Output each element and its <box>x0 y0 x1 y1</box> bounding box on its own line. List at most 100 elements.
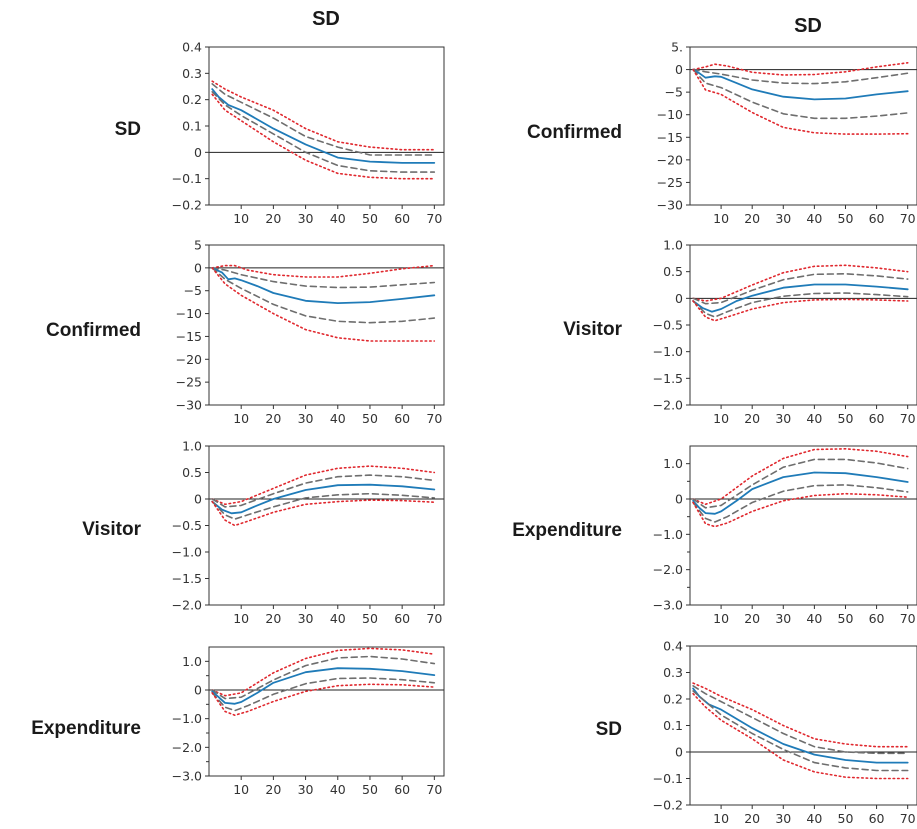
panel-sd-to-expenditure: 1.0 0 −1.0 −2.0 −3.0 10 20 30 40 50 60 70 <box>172 646 445 797</box>
inner-band-line <box>692 690 909 772</box>
y-tick-label: −30 <box>176 398 202 413</box>
outer-band-line <box>692 692 909 780</box>
median-response-line <box>211 667 436 705</box>
y-tick-label: 0 <box>675 291 683 306</box>
row-label-right-2: Visitor <box>563 319 622 340</box>
x-tick-label: 70 <box>900 411 916 426</box>
row-label-left-2: Confirmed <box>46 320 141 341</box>
x-tick-label: 70 <box>426 211 442 226</box>
plot-frame <box>689 46 917 206</box>
inner-band-line <box>211 474 436 508</box>
outer-band-line <box>692 298 909 322</box>
inner-band-line <box>211 83 436 156</box>
x-tick-label: 10 <box>713 611 729 626</box>
plot-frame <box>208 244 445 406</box>
x-tick-label: 50 <box>362 611 378 626</box>
outer-band-line <box>211 264 436 278</box>
outer-band-line <box>692 264 909 302</box>
x-tick-label: 70 <box>900 611 916 626</box>
y-tick-label: −2.0 <box>172 740 202 755</box>
y-tick-label: −0.1 <box>653 771 683 786</box>
x-tick-label: 60 <box>394 611 410 626</box>
x-tick-label: 50 <box>838 411 854 426</box>
inner-band-line <box>211 267 436 289</box>
panel-right-expenditure: 1.0 0 −1.0 −2.0 −3.0 10 20 30 40 50 60 70 <box>653 445 917 626</box>
outer-band-line <box>211 267 436 342</box>
y-tick-label: −1.5 <box>172 571 202 586</box>
y-tick-label: 0.3 <box>182 66 202 81</box>
panel-right-confirmed: 5. 0 −5 −10 −15 −20 −25 −30 10 20 30 40 50 60 70 <box>657 40 917 226</box>
median-response-line <box>692 687 909 764</box>
y-tick-label: 0 <box>675 492 683 507</box>
y-tick-label: −2.0 <box>653 562 683 577</box>
x-tick-label: 30 <box>298 211 314 226</box>
y-tick-label: −5 <box>184 283 202 298</box>
x-tick-label: 70 <box>426 782 442 797</box>
x-tick-label: 70 <box>426 411 442 426</box>
outer-band-line <box>211 80 436 151</box>
y-tick-label: −1.0 <box>653 527 683 542</box>
x-tick-label: 20 <box>265 411 281 426</box>
x-tick-label: 30 <box>298 411 314 426</box>
inner-band-line <box>692 292 909 318</box>
y-tick-label: −0.2 <box>172 198 202 213</box>
x-tick-label: 50 <box>838 811 854 826</box>
plot-frame <box>689 244 917 406</box>
y-tick-label: 0 <box>194 145 202 160</box>
y-tick-label: 0.5 <box>182 465 202 480</box>
row-label-right-4: SD <box>596 719 622 740</box>
x-tick-label: 10 <box>713 811 729 826</box>
x-tick-label: 60 <box>394 782 410 797</box>
outer-band-line <box>211 465 436 506</box>
inner-band-line <box>211 267 436 324</box>
plot-frame <box>208 646 445 777</box>
y-tick-label: −15 <box>657 130 683 145</box>
x-tick-label: 20 <box>744 811 760 826</box>
outer-band-line <box>211 93 436 180</box>
x-tick-label: 40 <box>806 811 822 826</box>
inner-band-line <box>211 677 436 712</box>
x-tick-label: 40 <box>330 782 346 797</box>
panel-sd-to-visitor: 1.0 0.5 0 −0.5 −1.0 −1.5 −2.0 10 20 30 40 50 60 70 <box>172 439 445 626</box>
x-tick-label: 50 <box>362 782 378 797</box>
y-tick-label: −0.2 <box>653 798 683 813</box>
y-tick-label: −3.0 <box>653 598 683 613</box>
x-tick-label: 40 <box>330 211 346 226</box>
panel-right-sd: 0.4 0.3 0.2 0.1 0 −0.1 −0.2 10 20 30 40 50 60 70 <box>653 639 917 826</box>
x-tick-label: 10 <box>233 611 249 626</box>
x-tick-label: 30 <box>775 211 791 226</box>
plot-frame <box>689 645 917 806</box>
y-tick-label: 0 <box>194 683 202 698</box>
x-tick-label: 50 <box>838 611 854 626</box>
y-tick-label: −5 <box>665 85 683 100</box>
y-tick-label: 0.5 <box>663 264 683 279</box>
y-tick-label: −3.0 <box>172 769 202 784</box>
median-response-line <box>211 88 436 164</box>
y-tick-label: 0 <box>194 260 202 275</box>
median-response-line <box>211 483 436 515</box>
inner-band-line <box>692 484 909 523</box>
median-response-line <box>211 267 436 304</box>
x-tick-label: 60 <box>394 411 410 426</box>
plot-frame <box>208 46 445 206</box>
x-tick-label: 30 <box>775 611 791 626</box>
y-tick-label: 0.3 <box>663 665 683 680</box>
y-tick-label: 0.2 <box>663 692 683 707</box>
x-tick-label: 60 <box>869 811 885 826</box>
y-tick-label: −20 <box>176 352 202 367</box>
plot-frame <box>689 445 917 606</box>
column-title-left: SD <box>312 8 340 30</box>
y-tick-label: 0 <box>194 492 202 507</box>
x-tick-label: 60 <box>869 611 885 626</box>
x-tick-label: 60 <box>869 411 885 426</box>
x-tick-label: 30 <box>775 411 791 426</box>
x-tick-label: 50 <box>362 211 378 226</box>
x-tick-label: 50 <box>362 411 378 426</box>
inner-band-line <box>211 492 436 520</box>
x-tick-label: 10 <box>713 411 729 426</box>
inner-band-line <box>692 685 909 755</box>
row-label-right-3: Expenditure <box>512 520 622 541</box>
x-tick-label: 40 <box>806 411 822 426</box>
inner-band-line <box>211 655 436 700</box>
y-tick-label: −2.0 <box>172 598 202 613</box>
